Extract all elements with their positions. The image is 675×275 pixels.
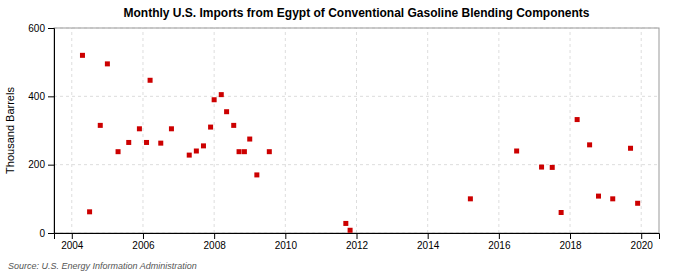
y-tick-mark [48,233,54,234]
x-tick: 2010 [275,233,298,251]
x-tick: 2004 [61,233,84,251]
x-tick: 2020 [631,233,654,251]
x-tick-label: 2020 [631,240,654,251]
x-tick-label: 2010 [275,240,298,251]
x-tick: 2016 [488,233,511,251]
point [468,196,473,201]
y-tick-mark [48,28,54,29]
x-tick-label: 2004 [61,240,84,251]
point [596,194,601,199]
point [224,109,229,114]
y-tick-mark [48,165,54,166]
y-axis-label: Thousand Barrels [4,87,16,174]
point [158,141,163,146]
point [231,123,236,128]
source-note: Source: U.S. Energy Information Administ… [8,261,197,271]
y-tick-label: 600 [28,23,45,34]
y-tick-label: 200 [28,159,45,170]
x-grid-line [142,28,143,233]
y-tick: 0 [39,228,54,239]
x-tick: 2018 [559,233,582,251]
point [247,137,252,142]
point [628,146,633,151]
x-tick-mark [72,233,73,239]
x-grid-line [570,28,571,233]
y-tick: 400 [28,91,54,102]
x-tick-label: 2016 [488,240,511,251]
y-tick: 200 [28,159,54,170]
x-grid-line [356,28,357,233]
point [187,153,192,158]
x-grid-line [427,28,428,233]
point [98,123,103,128]
point [137,126,142,131]
x-grid-line [498,28,499,233]
point [635,201,640,206]
x-axis: 2004 2006 2008 2010 2012 2014 2016 2018 2020 [55,233,660,251]
y-grid-line [54,96,659,97]
y-grid-line [54,164,659,165]
x-grid-line [641,28,642,233]
point [80,53,85,58]
x-grid-line [71,28,72,233]
point [105,61,110,66]
plot-frame [54,28,659,233]
point [237,149,242,154]
x-tick-mark [641,233,642,239]
point [254,172,259,177]
y-tick-label: 0 [39,228,45,239]
x-tick-label: 2008 [204,240,227,251]
point [144,140,149,145]
x-tick-label: 2018 [559,240,582,251]
point [126,140,131,145]
y-tick-label: 400 [28,91,45,102]
x-tick: 2008 [204,233,227,251]
point [219,92,224,97]
point [194,149,199,154]
point [267,149,272,154]
point [610,196,615,201]
point [348,228,353,233]
point [208,125,213,130]
x-tick-mark [570,233,571,239]
y-axis: 0 200 400 600 [28,23,54,239]
x-tick-mark [428,233,429,239]
chart: 2004 2006 2008 2010 2012 2014 2016 2018 2020 0 200… [0,0,675,275]
x-tick-mark [214,233,215,239]
grid [54,28,659,233]
point [148,78,153,83]
y-tick: 600 [28,23,54,34]
x-tick: 2014 [417,233,440,251]
x-tick-mark [285,233,286,239]
point [116,149,121,154]
y-tick-mark [48,96,54,97]
x-tick-label: 2014 [417,240,440,251]
x-tick-mark [357,233,358,239]
point [550,165,555,170]
x-axis-line [55,234,660,240]
point [343,221,348,226]
point [559,210,564,215]
point [587,142,592,147]
point [169,126,174,131]
x-tick-mark [143,233,144,239]
point [201,143,206,148]
x-grid-line [214,28,215,233]
point [212,97,217,102]
x-tick: 2006 [132,233,155,251]
x-tick: 2012 [346,233,369,251]
point [575,117,580,122]
point [87,209,92,214]
x-tick-label: 2006 [132,240,155,251]
points [80,53,640,233]
point [514,149,519,154]
x-grid-line [285,28,286,233]
y-axis-line [48,29,55,234]
x-tick-label: 2012 [346,240,369,251]
x-tick-mark [499,233,500,239]
point [539,165,544,170]
point [242,149,247,154]
title: Monthly U.S. Imports from Egypt of Conve… [123,6,589,20]
